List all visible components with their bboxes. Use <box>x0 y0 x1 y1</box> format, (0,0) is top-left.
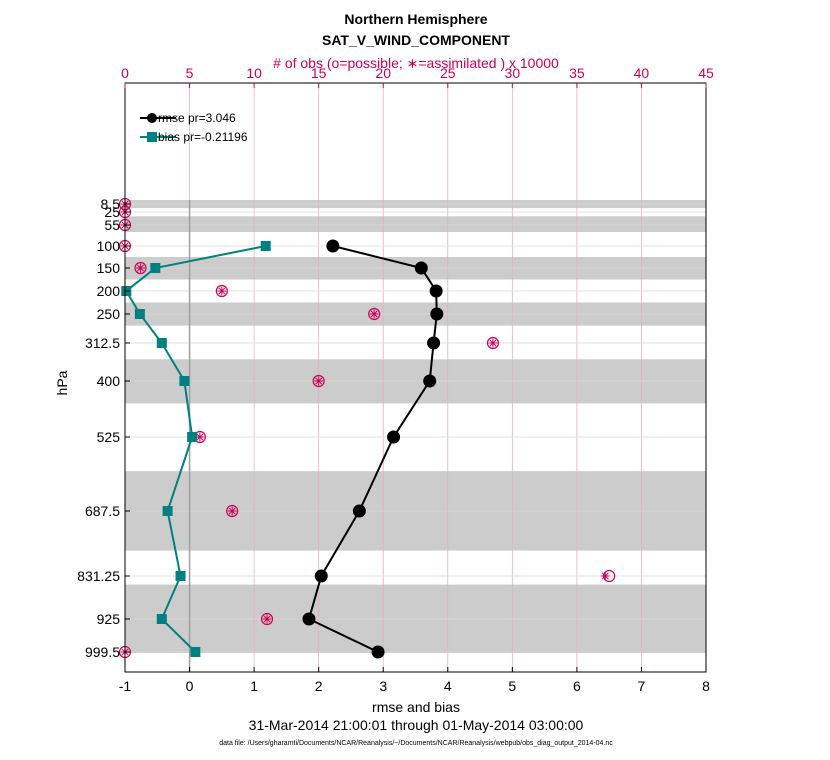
legend-bias-label: bias pr=-0.21196 <box>158 130 248 144</box>
rmse-point-7 <box>352 504 366 518</box>
y-tick-label-1: 25 <box>104 204 120 220</box>
y-tick-label-13: 999.5 <box>85 644 120 660</box>
top-tick-label-9: 45 <box>698 65 714 81</box>
rmse-point-4 <box>427 336 441 350</box>
bias-point-9 <box>156 614 167 624</box>
chart-subtitle: SAT_V_WIND_COMPONENT <box>322 32 510 48</box>
obs-possible-marker-12 <box>260 612 274 626</box>
y-tick-label-4: 150 <box>97 260 121 276</box>
rmse-point-9 <box>302 612 316 626</box>
obs-assimilated-marker-8 <box>314 376 324 386</box>
x-tick-label-0: -1 <box>119 678 132 694</box>
y-tick-label-9: 525 <box>97 429 121 445</box>
top-tick-label-1: 5 <box>186 65 194 81</box>
top-axis-label: # of obs (o=possible; ∗=assimilated ) x … <box>273 55 559 71</box>
x-tick-label-6: 5 <box>508 678 516 694</box>
bias-point-8 <box>175 571 186 581</box>
y-tick-label-2: 55 <box>104 217 120 233</box>
y-tick-label-7: 312.5 <box>85 335 120 351</box>
y-tick-label-5: 200 <box>97 283 121 299</box>
y-tick-label-3: 100 <box>97 238 121 254</box>
bias-point-7 <box>162 506 173 516</box>
obs-assimilated-marker-4 <box>135 263 145 273</box>
obs-assimilated-marker-7 <box>488 338 498 348</box>
shaded-band-1 <box>125 216 706 232</box>
bias-point-4 <box>156 338 167 348</box>
y-tick-label-11: 831.25 <box>77 568 120 584</box>
bias-point-1 <box>150 263 161 273</box>
y-tick-label-0: 8.5 <box>101 196 121 212</box>
rmse-point-5 <box>423 374 437 388</box>
top-tick-label-0: 0 <box>121 65 129 81</box>
rmse-point-3 <box>430 307 444 321</box>
y-axis-label: hPa <box>54 370 70 395</box>
x-tick-label-7: 6 <box>573 678 581 694</box>
axes: -1 0 1 2 3 4 5 6 7 80 5 10 15 20 25 30 35 40 458.525551001… <box>77 65 714 694</box>
legend: rmse pr=3.046 bias pr=-0.21196 <box>140 111 248 144</box>
obs-assimilated-marker-10 <box>227 506 237 516</box>
top-tick-label-5: 25 <box>440 65 456 81</box>
x-tick-label-1: 0 <box>186 678 194 694</box>
obs-possible-marker-7 <box>486 336 500 350</box>
top-tick-label-3: 15 <box>311 65 327 81</box>
legend-bias-marker <box>147 132 157 142</box>
data-series <box>121 239 444 659</box>
bias-point-0 <box>260 241 271 251</box>
y-tick-label-8: 400 <box>97 373 121 389</box>
y-tick-label-6: 250 <box>97 306 121 322</box>
rmse-point-1 <box>414 261 428 275</box>
obs-possible-marker-5 <box>215 284 228 298</box>
x-tick-label-4: 3 <box>379 678 387 694</box>
y-tick-label-12: 925 <box>97 611 121 627</box>
period-label: 31-Mar-2014 21:00:01 through 01-May-2014… <box>249 717 584 733</box>
x-tick-label-3: 2 <box>315 678 323 694</box>
rmse-point-0 <box>326 239 340 253</box>
y-tick-label-10: 687.5 <box>85 503 120 519</box>
obs-assimilated-marker-5 <box>217 286 227 296</box>
top-tick-label-2: 10 <box>246 65 262 81</box>
obs-possible-marker-10 <box>226 504 239 518</box>
bias-point-6 <box>187 432 198 442</box>
top-tick-label-6: 30 <box>505 65 521 81</box>
bias-point-3 <box>134 309 145 319</box>
top-tick-label-4: 20 <box>375 65 391 81</box>
x-tick-label-9: 8 <box>702 678 710 694</box>
x-tick-label-5: 4 <box>444 678 452 694</box>
x-tick-label-2: 1 <box>250 678 258 694</box>
x-axis-label: rmse and bias <box>372 699 460 715</box>
obs-possible-marker-4 <box>134 261 147 275</box>
bias-point-5 <box>179 376 190 386</box>
rmse-point-6 <box>387 430 401 444</box>
x-tick-label-8: 7 <box>638 678 646 694</box>
data-file-footnote: data file: /Users/gharamti/Documents/NCA… <box>219 740 613 747</box>
legend-rmse-label: rmse pr=3.046 <box>158 111 236 125</box>
obs-assimilated-marker-11 <box>600 571 610 581</box>
rmse-point-8 <box>314 569 328 583</box>
obs-possible-marker-6 <box>368 307 381 321</box>
obs-assimilated-marker-12 <box>262 614 272 624</box>
chart-title: Northern Hemisphere <box>344 11 487 27</box>
bias-point-10 <box>190 647 201 657</box>
rmse-point-2 <box>429 284 443 298</box>
legend-rmse-marker <box>147 113 157 123</box>
rmse-point-10 <box>371 645 385 659</box>
obs-assimilated-marker-6 <box>369 309 379 319</box>
top-tick-label-8: 40 <box>634 65 650 81</box>
plot-frame <box>124 82 707 673</box>
obs-possible-marker-8 <box>312 374 325 388</box>
top-tick-label-7: 35 <box>569 65 585 81</box>
